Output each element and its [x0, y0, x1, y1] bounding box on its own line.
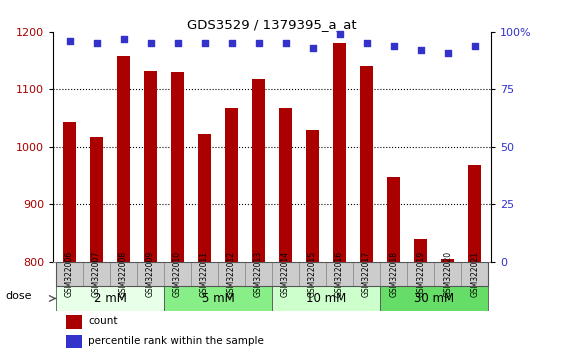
- Bar: [441, 258, 454, 262]
- Bar: [144, 71, 157, 262]
- Point: [389, 43, 398, 48]
- Bar: [380, 262, 407, 286]
- Bar: [333, 44, 346, 262]
- Text: percentile rank within the sample: percentile rank within the sample: [88, 336, 264, 346]
- Text: GSM322019: GSM322019: [416, 251, 425, 297]
- Bar: [90, 137, 103, 262]
- Bar: [171, 72, 185, 262]
- Text: 2 mM: 2 mM: [94, 292, 126, 305]
- Text: GSM322015: GSM322015: [308, 251, 317, 297]
- Text: GSM322010: GSM322010: [173, 251, 182, 297]
- Bar: [468, 165, 481, 262]
- Text: GSM322012: GSM322012: [227, 251, 236, 297]
- Point: [65, 38, 74, 44]
- Text: GSM322011: GSM322011: [200, 251, 209, 297]
- Bar: [252, 79, 265, 262]
- Text: GSM322020: GSM322020: [443, 251, 452, 297]
- Text: 10 mM: 10 mM: [306, 292, 346, 305]
- Text: count: count: [88, 316, 118, 326]
- Text: GSM322007: GSM322007: [92, 251, 101, 297]
- Bar: [272, 286, 380, 310]
- Point: [200, 41, 209, 46]
- Bar: [164, 262, 191, 286]
- Bar: [461, 262, 488, 286]
- Bar: [56, 262, 83, 286]
- Text: 30 mM: 30 mM: [414, 292, 454, 305]
- Bar: [414, 239, 427, 262]
- Text: GSM322014: GSM322014: [281, 251, 290, 297]
- Bar: [434, 262, 461, 286]
- Text: GSM322006: GSM322006: [65, 251, 74, 297]
- Text: GSM322009: GSM322009: [146, 251, 155, 297]
- Bar: [279, 108, 292, 262]
- Text: GSM322016: GSM322016: [335, 251, 344, 297]
- Text: dose: dose: [6, 291, 32, 301]
- Text: GSM322017: GSM322017: [362, 251, 371, 297]
- Text: 5 mM: 5 mM: [202, 292, 234, 305]
- Bar: [326, 262, 353, 286]
- Text: GSM322021: GSM322021: [470, 251, 479, 297]
- Point: [470, 43, 479, 48]
- Bar: [245, 262, 272, 286]
- Point: [281, 41, 290, 46]
- Point: [443, 50, 452, 56]
- Bar: [218, 262, 245, 286]
- Bar: [407, 262, 434, 286]
- Bar: [83, 262, 110, 286]
- Bar: [110, 262, 137, 286]
- Bar: [198, 134, 211, 262]
- Bar: [117, 56, 130, 262]
- Bar: [353, 262, 380, 286]
- Bar: [56, 286, 164, 310]
- Point: [92, 41, 101, 46]
- Bar: [360, 67, 374, 262]
- Bar: [66, 315, 82, 329]
- Bar: [387, 177, 401, 262]
- Bar: [164, 286, 272, 310]
- Bar: [56, 262, 488, 286]
- Bar: [306, 130, 319, 262]
- Point: [146, 41, 155, 46]
- Bar: [380, 286, 488, 310]
- Point: [173, 41, 182, 46]
- Bar: [191, 262, 218, 286]
- Text: GSM322018: GSM322018: [389, 251, 398, 297]
- Bar: [299, 262, 326, 286]
- Bar: [137, 262, 164, 286]
- Bar: [225, 108, 238, 262]
- Text: GSM322013: GSM322013: [254, 251, 263, 297]
- Text: GSM322008: GSM322008: [119, 251, 128, 297]
- Point: [227, 41, 236, 46]
- Point: [308, 45, 317, 51]
- Point: [119, 36, 128, 42]
- Point: [362, 41, 371, 46]
- Title: GDS3529 / 1379395_a_at: GDS3529 / 1379395_a_at: [187, 18, 357, 31]
- Bar: [66, 335, 82, 348]
- Bar: [272, 262, 299, 286]
- Point: [335, 32, 344, 37]
- Point: [254, 41, 263, 46]
- Bar: [63, 122, 76, 262]
- Point: [416, 47, 425, 53]
